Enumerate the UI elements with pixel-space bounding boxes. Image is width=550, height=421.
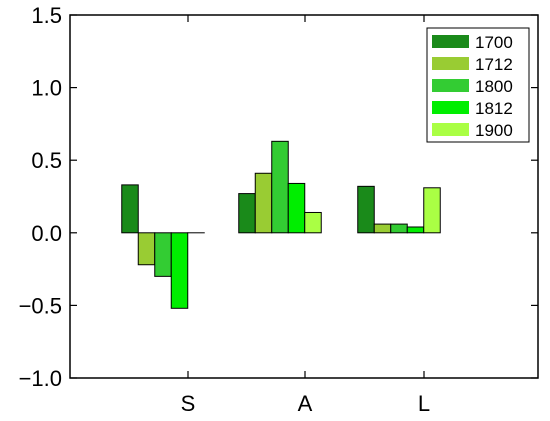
bar-1812-S (170, 232, 189, 309)
bar-1700-A (238, 193, 256, 234)
bar-1700-S (121, 184, 139, 234)
y-tick-label: −1.0 (19, 366, 62, 391)
legend-swatch (432, 79, 469, 92)
bar-1700-L (357, 185, 375, 234)
bar-1800-L (390, 223, 408, 234)
legend-swatch (432, 35, 469, 48)
legend: 1700 1712 1800 1812 1900 (426, 27, 530, 143)
legend-label: 1700 (475, 33, 513, 52)
y-tick-label: 0.5 (31, 148, 62, 173)
legend-label: 1800 (475, 77, 513, 96)
y-tick-label: 1.5 (31, 3, 62, 28)
legend-label: 1712 (475, 55, 513, 74)
legend-label: 1900 (475, 121, 513, 140)
legend-swatch (432, 123, 469, 136)
legend-label: 1812 (475, 99, 513, 118)
bar-1900-L (423, 187, 441, 234)
bar-1900-A (304, 211, 322, 234)
bar-1712-L (373, 223, 392, 234)
legend-swatch (432, 57, 469, 70)
bar-1812-L (406, 226, 425, 234)
x-tick-label: L (418, 391, 430, 416)
y-axis: −1.0 −0.5 0.0 0.5 1.0 1.5 (19, 3, 538, 391)
x-tick-label: A (298, 391, 313, 416)
x-tick-label: S (181, 391, 196, 416)
bar-1812-A (287, 182, 306, 234)
y-tick-label: 0.0 (31, 221, 62, 246)
plot-area-frame (69, 14, 539, 379)
bar-1800-A (271, 140, 289, 234)
y-tick-label: −0.5 (19, 293, 62, 318)
bar-1800-S (154, 232, 172, 277)
bars-group (121, 140, 441, 309)
bar-1712-S (137, 232, 156, 266)
legend-swatch (432, 101, 469, 114)
y-tick-label: 1.0 (31, 76, 62, 101)
bar-1712-A (254, 172, 273, 234)
